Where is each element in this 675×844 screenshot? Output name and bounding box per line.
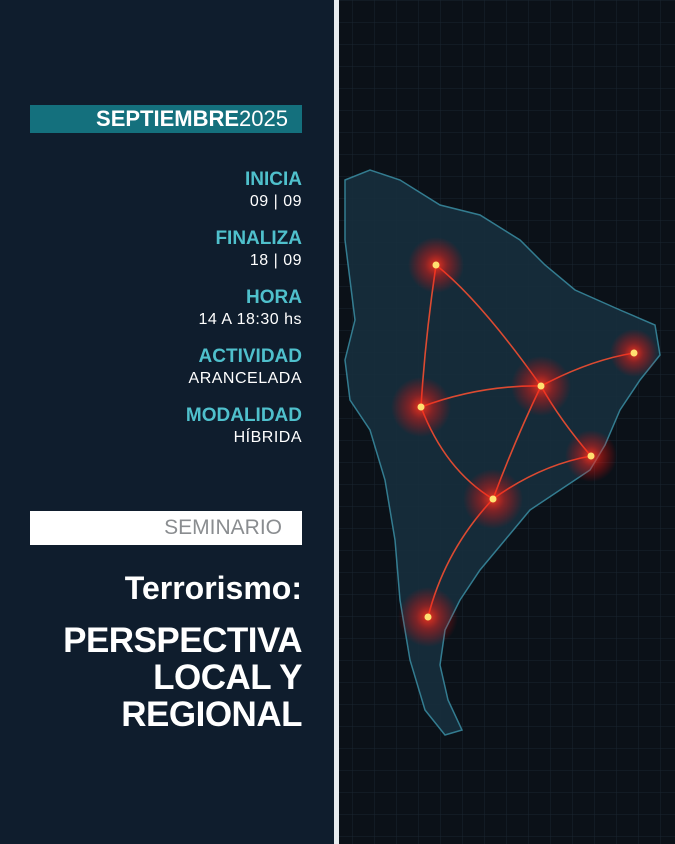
network-nodes [391,237,658,647]
detail-value: HÍBRIDA [233,429,302,446]
event-type-banner: SEMINARIO [30,511,302,545]
date-banner: SEPTIEMBRE2025 [30,105,302,133]
detail-label: FINALIZA [215,228,302,249]
title-main: PERSPECTIVA LOCAL Y REGIONAL [2,622,302,733]
title-line-3: LOCAL Y [153,658,302,697]
map-image [339,0,675,844]
info-panel: SEPTIEMBRE2025 INICIA 09 | 09 FINALIZA 18 … [0,0,334,844]
divider [334,0,339,844]
detail-label: ACTIVIDAD [198,346,302,367]
detail-label: MODALIDAD [185,405,302,426]
detail-value: ARANCELADA [188,370,302,387]
year: 2025 [239,106,288,131]
detail-activity: ACTIVIDAD ARANCELADA [42,346,302,390]
detail-value: 18 | 09 [249,252,302,269]
detail-label: HORA [246,287,302,308]
detail-start: INICIA 09 | 09 [42,169,302,213]
title-line-2: PERSPECTIVA [63,621,302,660]
south-america-network-map [339,0,675,844]
detail-value: 09 | 09 [249,193,302,210]
detail-time: HORA 14 A 18:30 hs [42,287,302,331]
detail-end: FINALIZA 18 | 09 [42,228,302,272]
title-line-4: REGIONAL [121,695,302,734]
detail-value: 14 A 18:30 hs [198,311,302,328]
detail-label: INICIA [245,169,302,190]
title-line-1: Terrorismo: [124,570,302,606]
detail-mode: MODALIDAD HÍBRIDA [42,405,302,449]
month: SEPTIEMBRE [96,106,240,131]
